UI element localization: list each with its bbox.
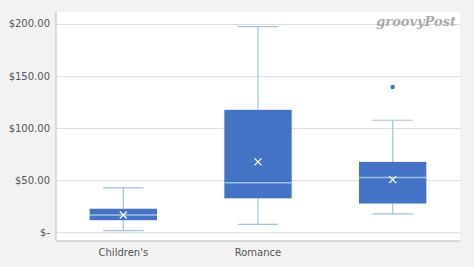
grid-line <box>56 232 460 233</box>
background <box>0 0 474 267</box>
watermark: groovyPost <box>376 14 456 29</box>
box-group <box>90 188 157 231</box>
box-group <box>359 85 426 214</box>
whisker <box>257 27 258 110</box>
box-group <box>224 27 291 225</box>
y-tick-label: $150.00 <box>9 71 50 82</box>
x-axis-line <box>56 241 460 242</box>
whisker <box>257 198 258 224</box>
plot-area <box>56 12 460 241</box>
whisker-cap <box>372 120 412 121</box>
flier <box>390 85 394 89</box>
y-tick-label: $200.00 <box>9 18 50 29</box>
median <box>359 177 426 179</box>
y-tick-label: $50.00 <box>15 175 50 186</box>
box <box>90 209 157 220</box>
mean-marker <box>255 158 262 165</box>
whisker <box>392 204 393 214</box>
whisker-cap <box>372 213 412 214</box>
whisker <box>392 120 393 162</box>
median <box>224 182 291 184</box>
mean-marker <box>389 176 396 183</box>
whisker-cap <box>238 224 278 225</box>
whisker-cap <box>103 187 143 188</box>
box <box>359 162 426 204</box>
y-tick-label: $100.00 <box>9 123 50 134</box>
whisker-cap <box>238 26 278 27</box>
whisker <box>123 220 124 230</box>
y-tick-label: $- <box>40 227 50 238</box>
x-tick-label: Children's <box>99 247 149 258</box>
mean-marker <box>120 211 127 218</box>
y-axis-line <box>56 12 57 241</box>
boxes <box>90 27 427 231</box>
whisker <box>123 188 124 209</box>
chart: $- $50.00 $100.00 $150.00 $200.00 Children's R… <box>0 0 474 267</box>
box <box>224 110 291 198</box>
x-tick-label: Romance <box>235 247 281 258</box>
whisker-cap <box>103 230 143 231</box>
y-axis: $- $50.00 $100.00 $150.00 $200.00 <box>9 18 460 237</box>
